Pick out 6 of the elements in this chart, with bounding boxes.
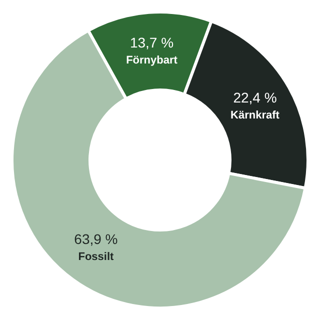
data-label: 63,9 % bbox=[74, 231, 118, 248]
slice-label: Fossilt bbox=[78, 251, 114, 264]
slice-label: Kärnkraft bbox=[230, 110, 280, 122]
data-label: 13,7 % bbox=[130, 34, 174, 50]
data-label: 22,4 % bbox=[233, 90, 277, 106]
slice-label: Förnybart bbox=[126, 54, 178, 66]
